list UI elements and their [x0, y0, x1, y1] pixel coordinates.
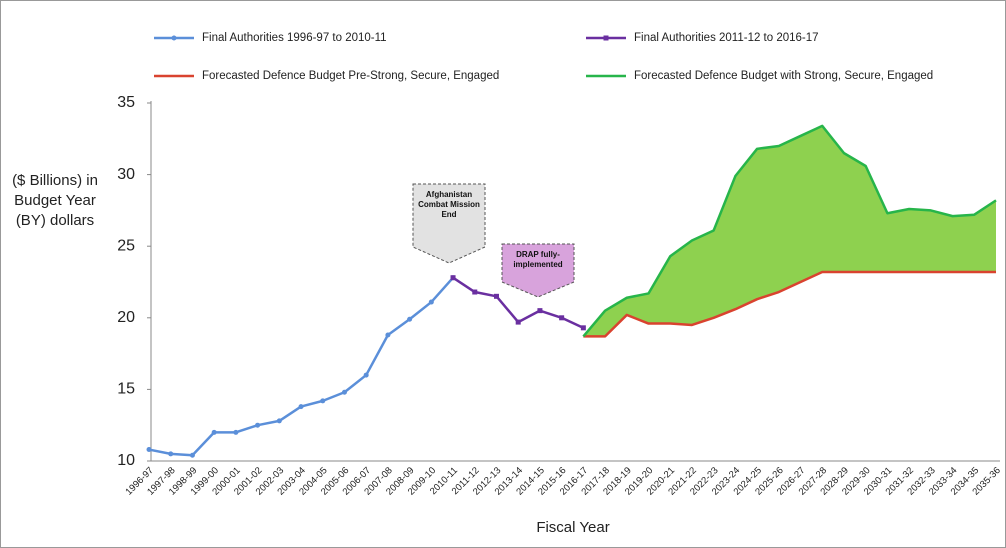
area-fill: [583, 125, 996, 337]
legend-marker: [603, 35, 609, 41]
point: [385, 332, 391, 338]
point: [407, 316, 413, 322]
point: [450, 275, 456, 281]
legend-label: Forecasted Defence Budget Pre-Strong, Se…: [202, 70, 499, 82]
point: [276, 418, 282, 424]
point: [472, 289, 478, 295]
callout: [412, 183, 486, 264]
annotation: DRAP fully-implemented: [513, 250, 563, 269]
y-tick-label: 10: [117, 452, 135, 469]
series-line: [583, 270, 996, 338]
x-axis-label: Fiscal Year: [536, 519, 609, 536]
y-tick-label: 25: [117, 237, 135, 254]
point: [211, 429, 217, 435]
point: [168, 451, 174, 457]
callout-box: DRAP fully-implemented: [513, 250, 563, 269]
point: [189, 452, 195, 458]
y-tick-label: 15: [117, 381, 135, 398]
point: [363, 372, 369, 378]
point: [580, 325, 586, 331]
annotation: Afghanistan Combat Mission End: [418, 190, 480, 219]
callout: [501, 243, 575, 298]
point: [233, 429, 239, 435]
legend-label: Final Authorities 1996-97 to 2010-11: [202, 32, 387, 44]
point: [515, 319, 521, 325]
y-axis-label: ($ Billions) in Budget Year (BY) dollars: [12, 172, 98, 229]
point: [493, 293, 499, 299]
legend-marker: [171, 35, 177, 41]
point: [255, 422, 261, 428]
point: [559, 315, 565, 321]
point: [428, 299, 434, 305]
point: [298, 404, 304, 410]
callout-box: Afghanistan Combat Mission End: [418, 190, 480, 219]
legend-label: Final Authorities 2011-12 to 2016-17: [634, 32, 819, 44]
point: [146, 447, 152, 453]
y-tick-label: 30: [117, 166, 135, 183]
series-line: [582, 124, 997, 338]
series-line: [148, 276, 454, 457]
point: [320, 398, 326, 404]
y-tick-label: 35: [117, 94, 135, 111]
point: [537, 308, 543, 314]
y-tick-label: 20: [117, 309, 135, 326]
point: [341, 389, 347, 395]
legend-label: Forecasted Defence Budget with Strong, S…: [634, 70, 933, 82]
